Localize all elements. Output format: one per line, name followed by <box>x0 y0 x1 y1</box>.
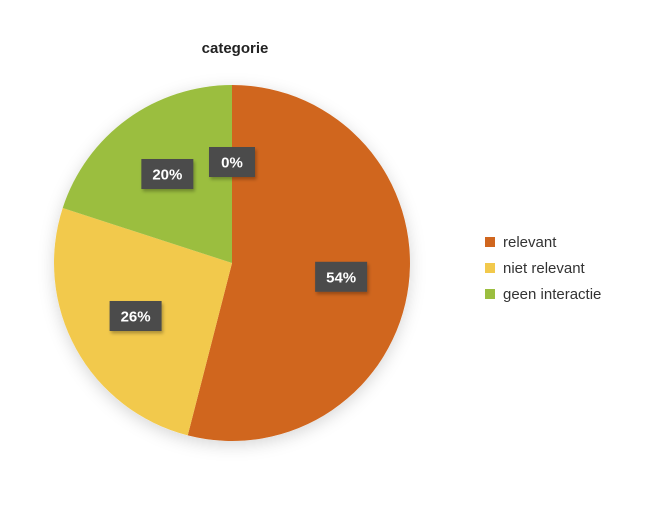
data-label-text-0: 54% <box>326 269 356 286</box>
data-label-box-2 <box>141 159 194 190</box>
legend: relevant niet relevant geen interactie <box>485 230 645 308</box>
data-label-box-1 <box>109 300 162 331</box>
legend-label-geen-interactie: geen interactie <box>503 285 602 303</box>
data-label-text-2: 20% <box>152 167 182 184</box>
chart-title: categorie <box>201 40 269 57</box>
legend-item-niet-relevant: niet relevant <box>485 256 645 280</box>
data-label-3: 0% <box>209 147 255 177</box>
data-label-box-0 <box>315 261 368 292</box>
data-label-0: 54% <box>315 261 368 292</box>
legend-label-niet-relevant: niet relevant <box>503 259 585 277</box>
data-label-text-1: 26% <box>121 308 151 325</box>
legend-swatch-niet-relevant <box>485 263 495 273</box>
legend-swatch-geen-interactie <box>485 289 495 299</box>
legend-item-geen-interactie: geen interactie <box>485 282 645 306</box>
pie-data-labels: 54% 26% 20% 0% <box>109 147 368 331</box>
legend-label-relevant: relevant <box>503 233 557 251</box>
data-label-1: 26% <box>109 300 162 331</box>
legend-item-relevant: relevant <box>485 230 645 254</box>
data-label-box-3 <box>209 147 255 177</box>
legend-swatch-relevant <box>485 237 495 247</box>
data-label-text-3: 0% <box>221 155 243 172</box>
data-label-2: 20% <box>141 159 194 190</box>
